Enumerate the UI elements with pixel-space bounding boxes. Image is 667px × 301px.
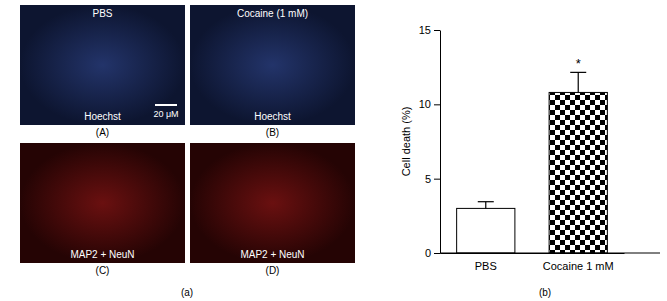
x-tick-label: PBS bbox=[475, 260, 497, 272]
y-tick-label: 15 bbox=[419, 24, 431, 36]
micrograph-panel: Cocaine (1 mM) Hoechst bbox=[190, 5, 355, 125]
y-tick-mark bbox=[434, 253, 440, 254]
x-axis: PBS Cocaine 1 mM bbox=[441, 253, 625, 272]
image-label: (A) bbox=[96, 127, 109, 138]
panel-label: (b) bbox=[539, 287, 551, 298]
stain-label: MAP2 + NeuN bbox=[70, 249, 134, 260]
micrograph bbox=[190, 143, 355, 263]
y-tick: 0 bbox=[425, 247, 440, 259]
bars bbox=[457, 72, 608, 253]
micrograph-panel: MAP2 + NeuN bbox=[190, 143, 355, 263]
stain-label: Hoechst bbox=[254, 111, 291, 122]
error-bar-whisker bbox=[485, 202, 486, 209]
x-tick: PBS bbox=[475, 253, 497, 272]
micrograph bbox=[20, 5, 185, 125]
bar bbox=[457, 208, 515, 253]
error-bar bbox=[570, 72, 586, 92]
y-tick-label: 5 bbox=[425, 173, 431, 185]
image-label: (C) bbox=[96, 265, 110, 276]
y-axis: 0 5 10 15 bbox=[419, 24, 441, 259]
annotation: * bbox=[576, 56, 581, 71]
y-tick-label: 0 bbox=[425, 247, 431, 259]
error-bar-cap bbox=[478, 201, 494, 202]
y-tick-mark bbox=[434, 104, 440, 105]
error-bar-whisker bbox=[578, 72, 579, 92]
x-tick-label: Cocaine 1 mM bbox=[543, 260, 614, 272]
scale-bar bbox=[155, 104, 177, 106]
scale-bar-label: 20 μM bbox=[153, 109, 178, 119]
stain-label: MAP2 + NeuN bbox=[240, 249, 304, 260]
image-label: (B) bbox=[266, 127, 279, 138]
image-label: (D) bbox=[266, 265, 280, 276]
error-bar-cap bbox=[570, 72, 586, 73]
image-title: PBS bbox=[92, 8, 112, 19]
micrograph-panel: PBS Hoechst 20 μM bbox=[20, 5, 185, 125]
y-tick: 10 bbox=[419, 98, 440, 110]
y-tick: 15 bbox=[419, 24, 440, 36]
y-tick-mark bbox=[434, 179, 440, 180]
y-tick-label: 10 bbox=[419, 98, 431, 110]
micrograph-panel: MAP2 + NeuN bbox=[20, 143, 185, 263]
panel-label: (a) bbox=[181, 287, 193, 298]
bar bbox=[549, 92, 607, 253]
x-tick: Cocaine 1 mM bbox=[543, 253, 614, 272]
y-tick-mark bbox=[434, 30, 440, 31]
micrograph bbox=[20, 143, 185, 263]
stain-label: Hoechst bbox=[84, 111, 121, 122]
image-title: Cocaine (1 mM) bbox=[237, 8, 308, 19]
y-axis-title: Cell death (%) bbox=[400, 107, 412, 177]
y-tick: 5 bbox=[425, 173, 440, 185]
y-axis-line bbox=[440, 31, 441, 254]
micrograph bbox=[190, 5, 355, 125]
x-axis-extension bbox=[440, 253, 660, 254]
error-bar bbox=[478, 202, 494, 209]
